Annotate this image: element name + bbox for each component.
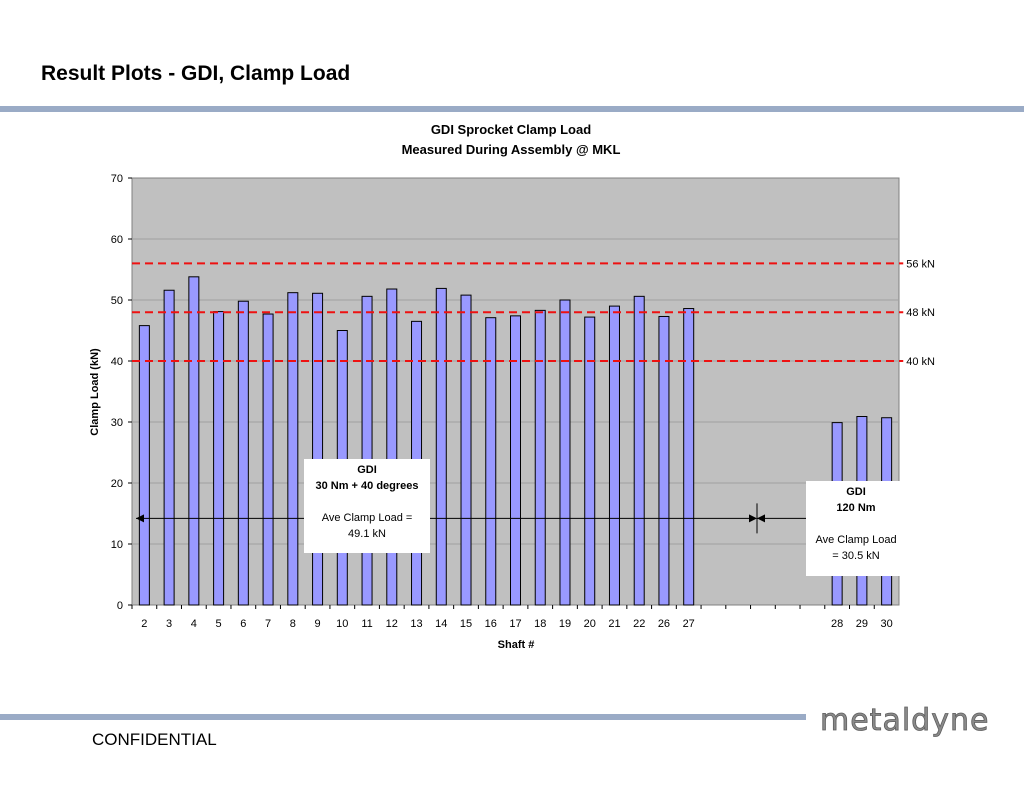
x-tick-label: 10 xyxy=(336,618,348,630)
bar xyxy=(658,315,670,606)
logo-wordmark: metaldyne xyxy=(820,703,989,738)
chart-title: Measured During Assembly @ MKL xyxy=(402,142,621,157)
confidential-label: CONFIDENTIAL xyxy=(92,730,217,749)
x-tick-label: 5 xyxy=(216,618,222,630)
x-tick-label: 19 xyxy=(559,618,571,630)
x-tick-label: 3 xyxy=(166,618,172,630)
bar xyxy=(435,287,447,606)
annotation-text: Ave Clamp Load xyxy=(815,534,896,546)
annotation-text: GDI xyxy=(846,486,866,498)
y-tick-label: 40 xyxy=(111,356,123,368)
bar xyxy=(386,288,398,606)
x-tick-label: 8 xyxy=(290,618,296,630)
clamp-load-chart: 0 10 20 30 40 50 60 70 2 3 4 5 6 7 8 9 10 11 12 13 14 15 16 17 1… xyxy=(89,122,939,651)
annotation-box xyxy=(304,459,430,553)
slide-title: Result Plots - GDI, Clamp Load xyxy=(41,62,351,85)
annotation-text: Ave Clamp Load = xyxy=(322,512,413,524)
bar xyxy=(213,311,225,606)
reference-line-label: 48 kN xyxy=(906,307,935,319)
x-tick-label: 21 xyxy=(608,618,620,630)
x-tick-label: 18 xyxy=(534,618,546,630)
chart-title: GDI Sprocket Clamp Load xyxy=(431,122,591,137)
bar xyxy=(361,295,373,606)
x-tick-label: 16 xyxy=(485,618,497,630)
bar xyxy=(138,325,150,606)
span-arrowhead-left-2 xyxy=(757,514,765,523)
annotation-text: 120 Nm xyxy=(836,502,875,514)
span-arrowhead-right xyxy=(749,514,757,523)
bar xyxy=(188,276,200,606)
bar xyxy=(460,294,472,606)
x-tick-label: 26 xyxy=(658,618,670,630)
reference-line-label: 56 kN xyxy=(906,258,935,270)
bar xyxy=(510,315,521,606)
reference-label-bg xyxy=(903,257,939,272)
y-axis-label: Clamp Load (kN) xyxy=(89,348,101,436)
x-tick-label: 22 xyxy=(633,618,645,630)
y-tick-label: 10 xyxy=(111,539,123,551)
bar xyxy=(559,299,571,606)
reference-label-bg xyxy=(903,355,939,369)
x-tick-label: 27 xyxy=(683,618,695,630)
x-tick-label: 7 xyxy=(265,618,271,630)
x-tick-label: 6 xyxy=(240,618,246,630)
bar xyxy=(287,292,299,606)
annotation-text: GDI xyxy=(357,464,377,476)
x-tick-label: 14 xyxy=(435,618,447,630)
x-tick-label: 9 xyxy=(315,618,321,630)
x-tick-label: 28 xyxy=(831,618,843,630)
y-tick-label: 20 xyxy=(111,478,123,490)
bar xyxy=(237,300,249,606)
y-tick-label: 60 xyxy=(111,234,123,246)
x-tick-label: 15 xyxy=(460,618,472,630)
bar xyxy=(163,289,175,606)
reference-label-bg xyxy=(903,306,939,321)
bar xyxy=(584,316,596,606)
y-tick-label: 0 xyxy=(117,600,123,612)
bottom-divider xyxy=(0,714,806,720)
annotation-text: = 30.5 kN xyxy=(832,550,879,562)
annotation-box xyxy=(806,481,906,576)
bar xyxy=(633,295,645,606)
bar xyxy=(608,305,620,606)
bar xyxy=(262,313,274,606)
x-tick-label: 13 xyxy=(410,618,422,630)
x-tick-label: 11 xyxy=(361,618,372,630)
bar xyxy=(534,309,546,606)
x-tick-label: 17 xyxy=(509,618,521,630)
y-tick-label: 50 xyxy=(111,295,123,307)
x-tick-label: 29 xyxy=(856,618,868,630)
annotation-text: 30 Nm + 40 degrees xyxy=(315,480,418,492)
y-tick-label: 30 xyxy=(111,417,123,429)
top-divider xyxy=(0,106,1024,112)
reference-line-label: 40 kN xyxy=(906,356,935,368)
y-tick-label: 70 xyxy=(111,173,123,185)
bar xyxy=(312,292,324,606)
bar xyxy=(485,317,497,606)
x-tick-label: 12 xyxy=(386,618,398,630)
metaldyne-logo: metaldyne xyxy=(820,703,989,739)
x-tick-label: 30 xyxy=(881,618,893,630)
x-tick-label: 2 xyxy=(141,618,147,630)
x-axis-label: Shaft # xyxy=(498,639,535,651)
span-arrowhead-left xyxy=(136,514,144,523)
annotation-text: 49.1 kN xyxy=(348,528,386,540)
bar xyxy=(683,308,695,606)
x-tick-label: 20 xyxy=(584,618,596,630)
x-tick-label: 4 xyxy=(191,618,197,630)
